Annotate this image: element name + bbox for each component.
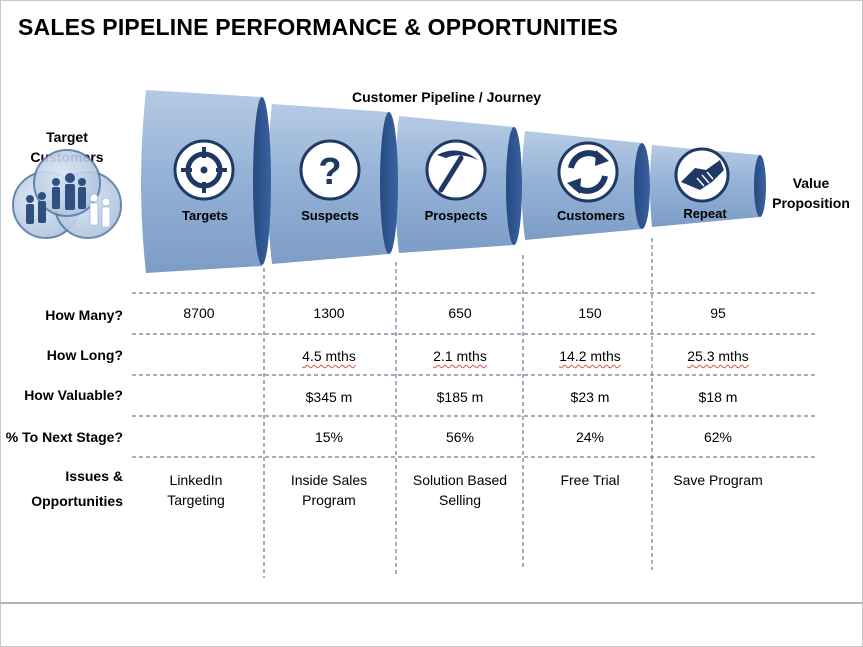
row-label-issues: Issues & (65, 468, 123, 484)
table-cell: 15% (314, 429, 344, 445)
pickaxe-icon (425, 139, 487, 201)
handshake-icon (674, 147, 730, 203)
cell-line: Save Program (673, 472, 763, 488)
cell-line: Solution Based (412, 472, 508, 488)
svg-text:?: ? (318, 151, 341, 193)
stage-label-targets: Targets (182, 208, 228, 223)
cell-line: Inside Sales (290, 472, 368, 488)
table-cell: Solution Based Selling (395, 470, 525, 510)
table-grid (132, 238, 818, 578)
table-cell: $185 m (436, 389, 484, 405)
cell-line: Program (302, 492, 356, 508)
row-label-next-stage: % To Next Stage? (5, 429, 123, 445)
table-cell: 14.2 mths (525, 346, 655, 366)
row-label-how-valuable: How Valuable? (24, 387, 123, 403)
stage-label-prospects: Prospects (424, 208, 488, 223)
table-cell: $18 m (698, 389, 738, 405)
cell-text: 2.1 mths (433, 348, 487, 364)
crosshair-icon (173, 139, 235, 201)
target-customers-icon (12, 149, 122, 239)
row-label-how-long: How Long? (46, 347, 123, 363)
cell-text: 14.2 mths (559, 348, 621, 364)
pipeline-funnel: ? (12, 90, 818, 578)
table-cell: 24% (575, 429, 605, 445)
page-title: SALES PIPELINE PERFORMANCE & OPPORTUNITI… (18, 14, 619, 40)
cell-line: Free Trial (560, 472, 620, 488)
row-label-how-many: How Many? (45, 307, 123, 323)
footer-divider (0, 602, 863, 604)
table-cell: 650 (448, 305, 472, 321)
table-cell: 8700 (183, 305, 215, 321)
table-cell: 1300 (313, 305, 345, 321)
value-proposition-label: Value Proposition (772, 175, 850, 211)
cell-line: LinkedIn (169, 472, 223, 488)
table-cell: 25.3 mths (653, 346, 783, 366)
stage-label-customers: Customers (557, 208, 625, 223)
pipeline-label: Customer Pipeline / Journey (352, 89, 542, 105)
question-mark-icon: ? (299, 139, 361, 201)
cell-line: Selling (438, 492, 482, 508)
table-cell: $23 m (570, 389, 610, 405)
stage-label-repeat: Repeat (683, 206, 727, 221)
row-label-opportunities: Opportunities (31, 493, 123, 509)
table-cell: 150 (578, 305, 602, 321)
table-cell: 62% (703, 429, 733, 445)
cell-line: Targeting (167, 492, 225, 508)
table-cell: 4.5 mths (264, 346, 394, 366)
cell-text: 4.5 mths (302, 348, 356, 364)
table-cell: LinkedIn Targeting (131, 470, 261, 510)
table-cell: Save Program (653, 470, 783, 490)
table-cell: 2.1 mths (395, 346, 525, 366)
refresh-cycle-icon (557, 141, 619, 203)
table-cell: 56% (445, 429, 475, 445)
stage-label-suspects: Suspects (301, 208, 359, 223)
table-cell: Inside Sales Program (264, 470, 394, 510)
table-cell: 95 (710, 305, 726, 321)
table-cell: $345 m (305, 389, 353, 405)
cell-text: 25.3 mths (687, 348, 749, 364)
table-cell: Free Trial (525, 470, 655, 490)
